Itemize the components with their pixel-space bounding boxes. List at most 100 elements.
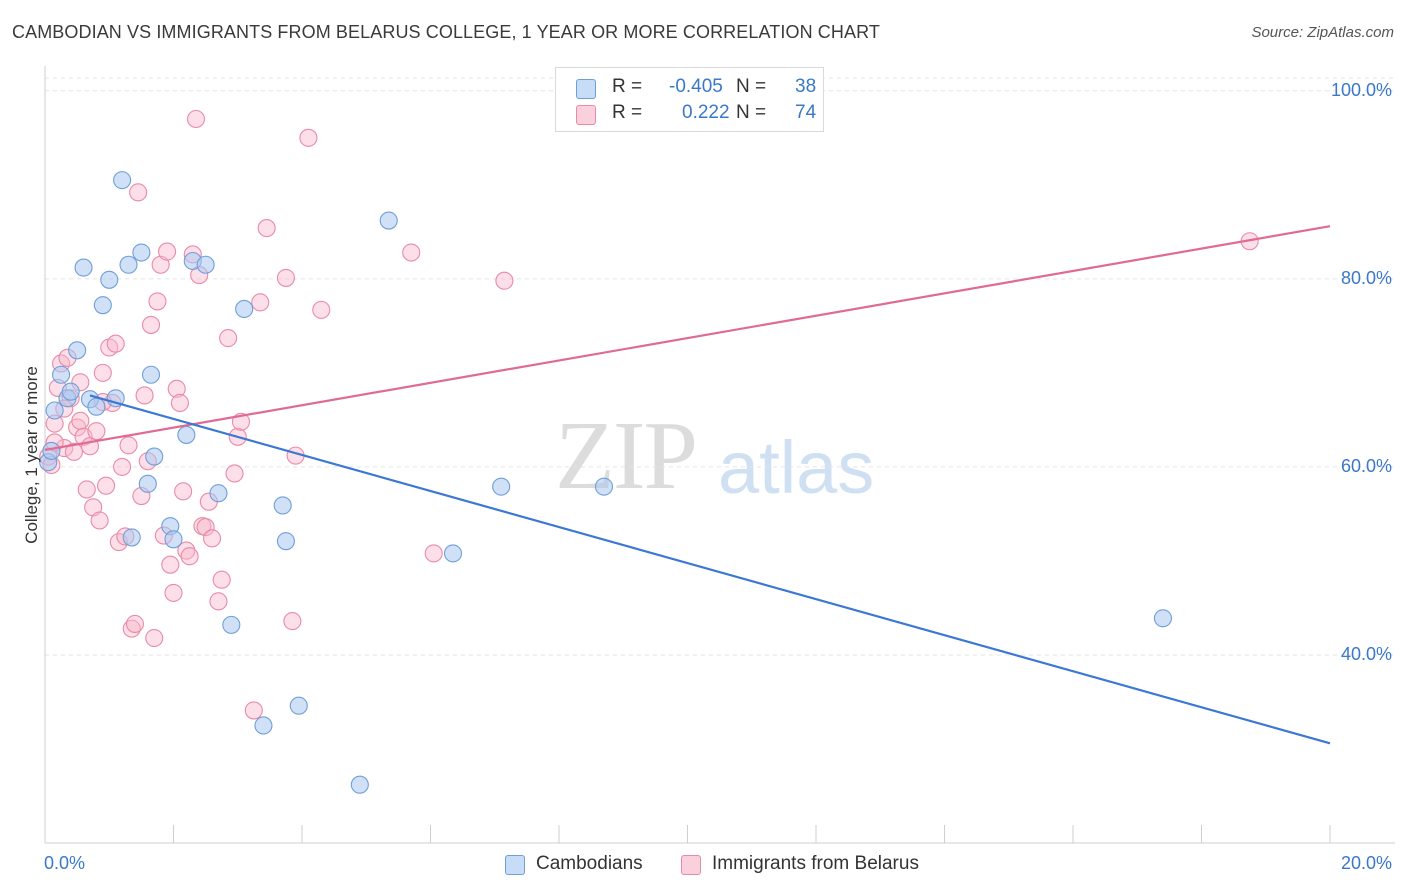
data-point-cambodian [87,397,106,416]
legend-r-label: R = [612,76,643,97]
y-tick-label: 60.0% [1340,455,1392,476]
data-point-cambodian [1153,609,1172,628]
data-point-belarus [71,411,90,430]
data-point-cambodian [276,532,295,551]
data-point-belarus [174,482,193,501]
data-point-belarus [135,386,154,405]
data-point-cambodian [52,365,71,384]
legend-n-label: N = [736,102,767,123]
y-axis-label: College, 1 year or more [22,366,41,544]
data-point-cambodian [254,716,273,735]
data-point-belarus [87,422,106,441]
trend-line-cambodians [89,394,1331,745]
data-point-belarus [495,271,514,290]
data-point-belarus [251,293,270,312]
legend-swatch-belarus [576,105,596,125]
data-point-belarus [164,583,183,602]
data-point-cambodian [61,382,80,401]
trend-line-belarus [44,225,1331,452]
data-point-cambodian [289,696,308,715]
data-point-cambodian [141,365,161,384]
data-point-cambodian [443,544,463,563]
data-point-belarus [129,183,148,202]
y-tick-label: 100.0% [1330,79,1392,100]
data-point-cambodian [350,775,369,794]
data-point-cambodian [122,528,141,547]
series-immigrants-from-belarus [39,109,1259,720]
data-point-cambodian [68,341,87,360]
legend-n-value: 38 [795,76,817,97]
data-point-belarus [219,329,238,348]
data-point-belarus [212,570,231,589]
data-point-cambodian [93,296,112,315]
bottom-legend-label: Immigrants from Belarus [712,853,919,874]
series-cambodians [39,171,1172,794]
data-point-cambodian [100,270,119,289]
gridlines [45,77,1395,656]
trend-lines [44,225,1331,745]
data-point-cambodian [74,258,93,277]
data-point-belarus [196,518,215,537]
data-point-belarus [90,511,109,530]
data-point-cambodian [164,530,183,549]
data-point-cambodian [132,243,151,262]
watermark-zip: ZIP [555,402,698,510]
data-point-cambodian [379,211,398,230]
data-point-cambodian [196,255,215,274]
data-point-belarus [119,436,138,455]
data-point-belarus [158,242,177,261]
data-point-belarus [312,300,331,319]
bottom-swatch-cambodians [505,855,525,875]
data-point-belarus [161,555,180,574]
data-point-belarus [203,529,222,548]
legend-n-value: 74 [795,102,817,123]
data-point-belarus [209,592,228,611]
data-point-cambodian [45,401,64,420]
legend-n-label: N = [736,76,767,97]
data-point-belarus [257,219,276,238]
data-point-belarus [283,612,302,631]
data-point-belarus [148,292,167,311]
data-point-belarus [113,457,132,476]
y-tick-label: 40.0% [1340,643,1392,664]
axes [44,66,1395,844]
data-point-cambodian [145,447,164,466]
data-point-belarus [177,541,196,560]
data-point-belarus [276,268,295,287]
data-point-cambodian [235,299,254,318]
data-point-belarus [167,379,186,398]
data-point-belarus [77,480,96,499]
watermark-atlas: atlas [718,426,875,509]
data-point-cambodian [492,477,511,496]
y-tick-label: 80.0% [1340,267,1392,288]
data-point-belarus [96,476,116,495]
data-point-belarus [402,243,421,262]
x-tick-max: 20.0% [1340,853,1392,873]
data-point-cambodian [273,496,292,515]
legend-r-value: -0.405 [669,76,723,97]
data-point-belarus [64,442,83,461]
data-point-cambodian [42,441,61,460]
data-point-belarus [299,128,318,147]
data-point-belarus [106,334,125,353]
data-point-cambodian [594,477,614,496]
data-point-belarus [93,363,112,382]
legend-r-value: 0.222 [682,102,730,123]
data-point-belarus [141,315,161,334]
data-point-belarus [225,464,244,483]
correlation-legend: R = -0.405 N = 38 R = 0.222 N = 74 [555,67,824,132]
data-point-belarus [180,547,199,566]
x-tick-min: 0.0% [44,853,86,873]
source-credit: Source: ZipAtlas.com [1251,24,1394,41]
data-point-belarus [244,701,263,720]
data-point-belarus [125,614,144,633]
data-point-belarus [84,498,103,517]
data-point-cambodian [209,484,228,503]
data-point-cambodian [138,474,157,493]
data-point-belarus [151,255,170,274]
data-point-belarus [145,628,164,648]
bottom-swatch-belarus [681,855,701,875]
data-point-belarus [186,109,206,129]
data-point-cambodian [119,255,138,274]
